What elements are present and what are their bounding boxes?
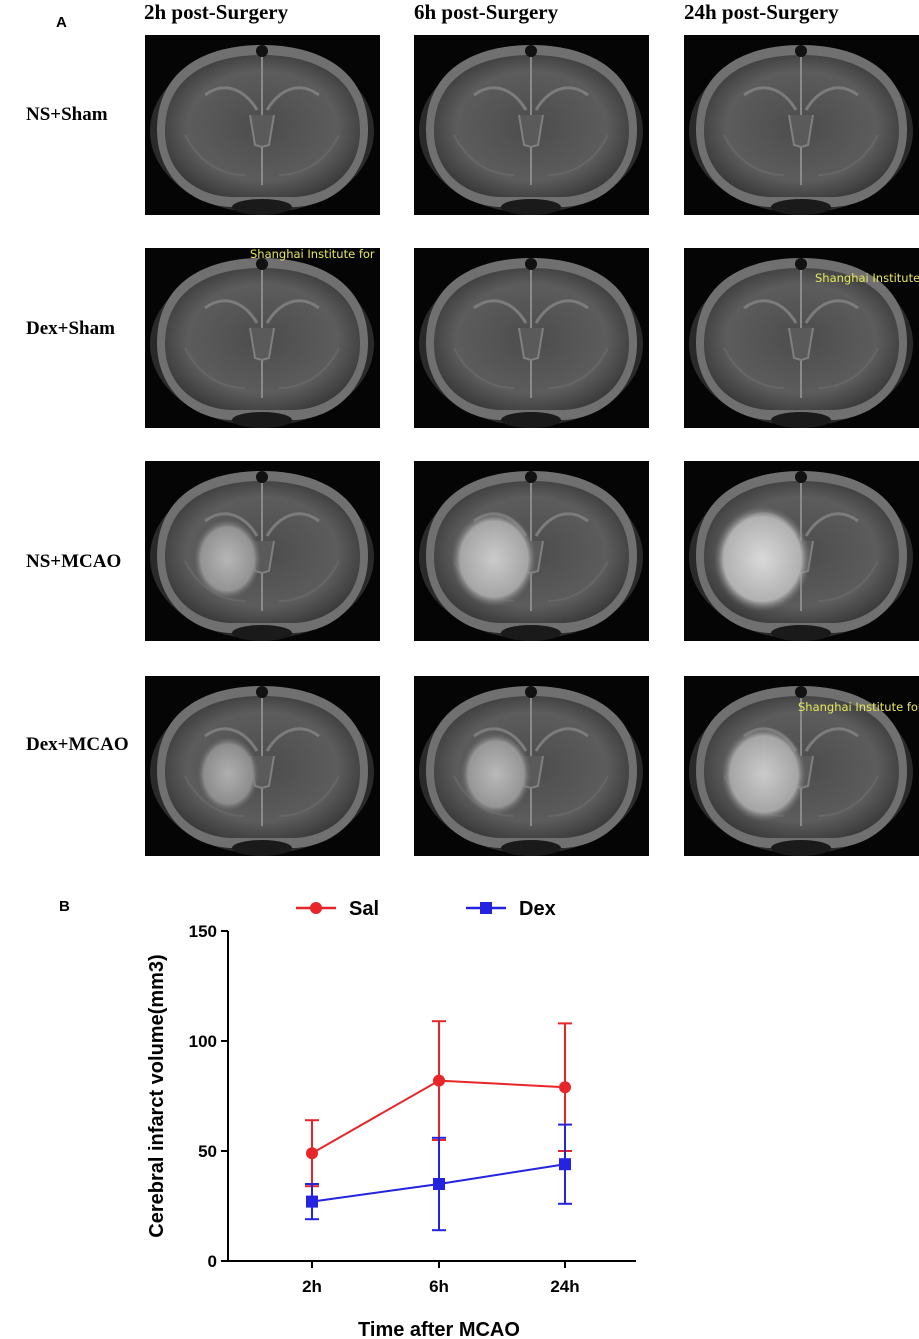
row-label-ns-sham: NS+Sham	[26, 104, 108, 125]
mri-dex-sham-2h	[145, 248, 380, 428]
x-tick-label-2h: 2h	[302, 1277, 322, 1296]
dex-point-6h	[433, 1178, 445, 1190]
mri-ns-mcao-24h	[684, 461, 919, 641]
mri-ns-mcao-2h	[145, 461, 380, 641]
legend-dex-marker	[480, 902, 492, 914]
y-tick-label-100: 100	[189, 1032, 217, 1051]
panel-a-letter: A	[56, 14, 67, 31]
y-axis-title: Cerebral infarct volume(mm3)	[146, 954, 168, 1237]
x-tick-label-24h: 24h	[550, 1277, 579, 1296]
mri-dex-mcao-2h	[145, 676, 380, 856]
mri-dex-mcao-24h	[684, 676, 919, 856]
x-axis-title: Time after MCAO	[358, 1319, 520, 1339]
panel-b-letter: B	[59, 898, 70, 915]
mri-ns-mcao-6h	[414, 461, 649, 641]
row-label-dex-mcao: Dex+MCAO	[26, 734, 129, 755]
column-header-24h: 24h post-Surgery	[684, 0, 839, 24]
column-header-2h: 2h post-Surgery	[144, 0, 289, 24]
mri-dex-mcao-6h	[414, 676, 649, 856]
watermark-dex-sham-2h: Shanghai Institute for	[250, 247, 375, 261]
y-tick-label-50: 50	[198, 1142, 217, 1161]
dex-point-2h	[306, 1195, 318, 1208]
infarct-volume-chart: 0 50 100 150 2h 6h 24h Time after MCAO Cerebral …	[146, 898, 636, 1339]
dex-point-24h	[559, 1158, 571, 1171]
legend-dex-label: Dex	[519, 898, 556, 920]
mri-ns-sham-6h	[414, 35, 649, 215]
mri-dex-sham-6h	[414, 248, 649, 428]
row-label-dex-sham: Dex+Sham	[26, 318, 115, 339]
y-tick-label-0: 0	[208, 1252, 217, 1271]
column-header-6h: 6h post-Surgery	[414, 0, 559, 24]
mri-ns-sham-2h	[145, 35, 380, 215]
legend-sal-label: Sal	[349, 898, 379, 920]
mri-dex-sham-24h	[684, 248, 919, 428]
row-label-ns-mcao: NS+MCAO	[26, 551, 122, 572]
watermark-dex-sham-24h: Shanghai Institute	[815, 271, 919, 285]
sal-point-6h	[433, 1074, 445, 1087]
y-tick-label-150: 150	[189, 922, 217, 941]
x-tick-label-6h: 6h	[429, 1277, 449, 1296]
sal-point-2h	[306, 1147, 318, 1160]
sal-point-24h	[559, 1081, 571, 1094]
watermark-dex-mcao-24h: Shanghai Institute for	[798, 700, 919, 714]
legend-sal-marker	[310, 902, 322, 914]
mri-ns-sham-24h	[684, 35, 919, 215]
